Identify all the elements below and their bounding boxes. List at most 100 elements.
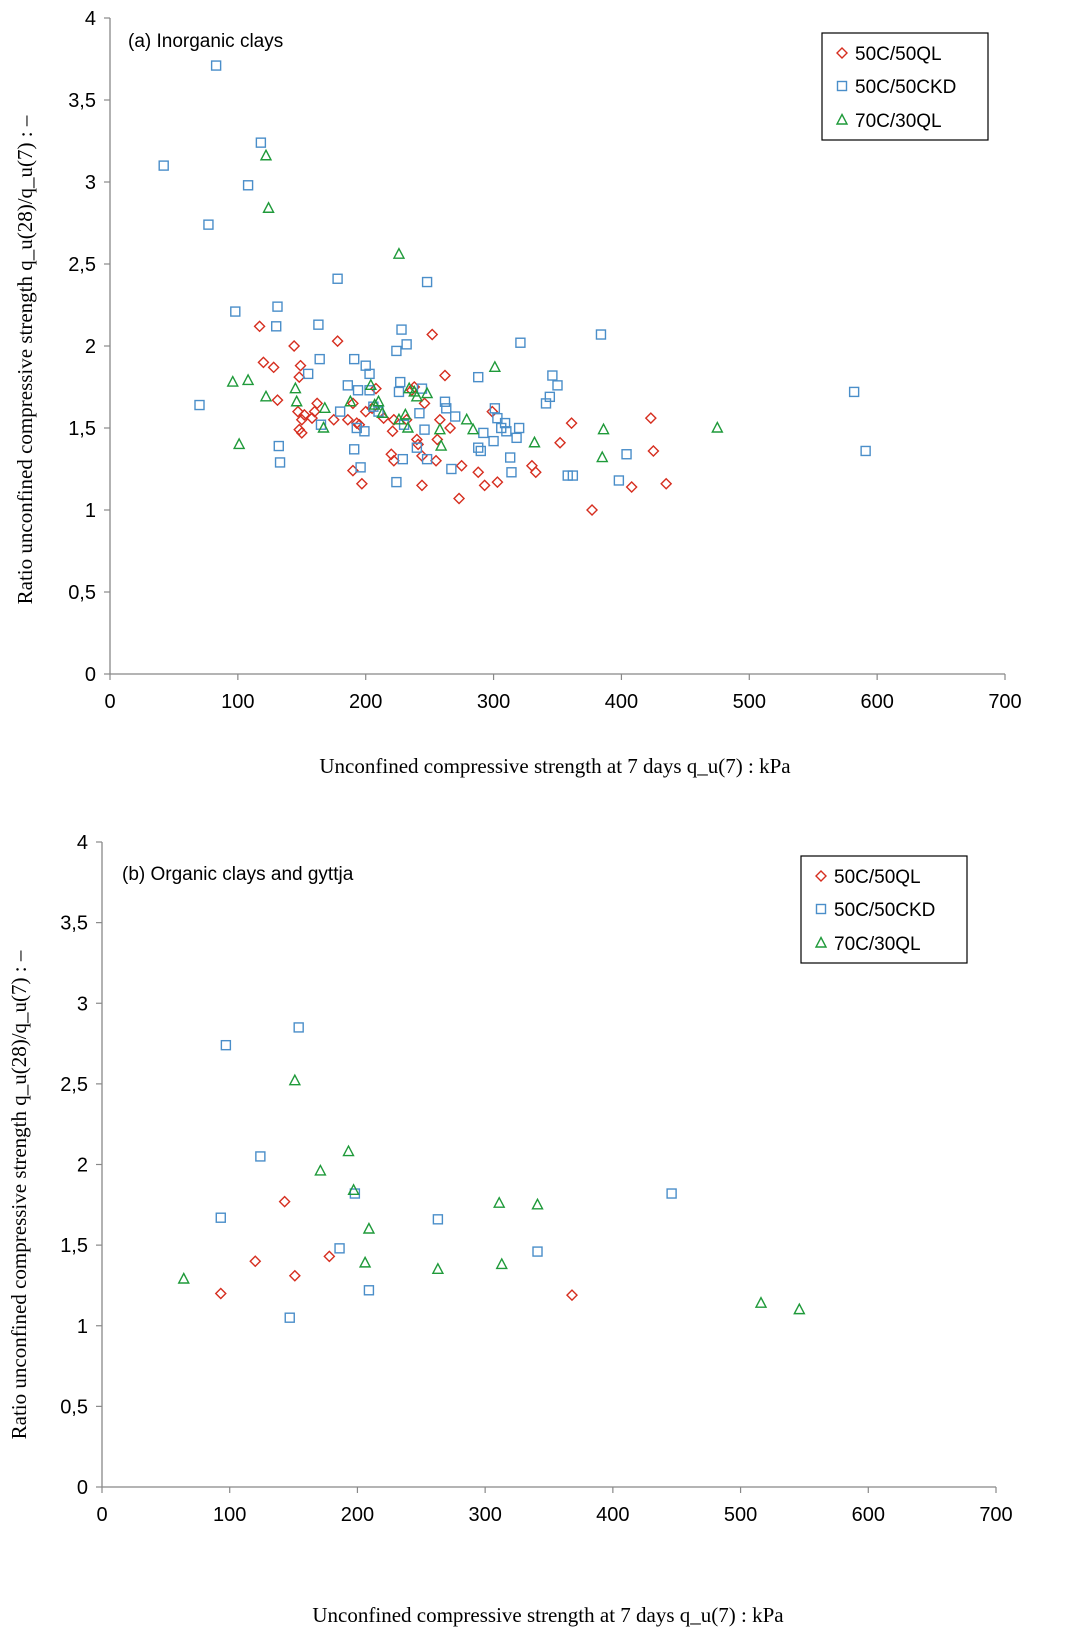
data-point <box>364 368 375 380</box>
data-point <box>318 401 331 414</box>
data-point <box>475 445 486 457</box>
data-point <box>647 444 660 457</box>
data-point <box>754 1296 768 1308</box>
data-point <box>434 439 448 451</box>
data-point <box>387 454 400 467</box>
data-point <box>230 306 241 317</box>
panel-title-a: (a) Inorganic clays <box>128 31 283 52</box>
data-point <box>232 437 246 450</box>
data-point <box>431 433 444 446</box>
data-points-b <box>177 1022 806 1323</box>
legend-label-70c-30ql: 70C/30QL <box>834 934 921 955</box>
data-point <box>203 219 214 230</box>
data-point <box>363 1285 375 1296</box>
data-point <box>214 1287 227 1300</box>
x-tick-labels-b: 0 100 200 300 400 500 600 700 <box>96 1504 1012 1526</box>
data-point <box>220 1039 232 1051</box>
data-point <box>478 427 489 439</box>
x-tick-label: 600 <box>860 691 893 713</box>
data-point <box>395 376 406 388</box>
data-point <box>291 405 304 418</box>
data-point <box>621 449 632 460</box>
data-point <box>342 380 354 391</box>
data-point <box>554 436 567 449</box>
data-point <box>613 475 625 486</box>
x-tick-label: 600 <box>852 1504 885 1526</box>
data-point <box>271 394 284 407</box>
axes-a <box>104 17 1006 680</box>
data-point <box>259 148 273 161</box>
data-point <box>358 1255 372 1268</box>
data-point <box>506 467 517 478</box>
legend-label-50c-50ql: 50C/50QL <box>855 44 942 65</box>
data-point <box>491 476 504 489</box>
data-point <box>253 320 266 333</box>
data-point <box>531 1197 544 1210</box>
data-point <box>478 479 491 492</box>
data-point <box>532 1246 543 1257</box>
data-point <box>308 405 321 418</box>
y-tick-label: 0 <box>85 664 96 686</box>
y-tick-label: 4 <box>85 8 96 30</box>
data-point <box>242 180 254 191</box>
x-tick-label: 400 <box>605 691 638 713</box>
data-point <box>359 426 370 437</box>
data-point <box>342 1144 355 1157</box>
data-point <box>528 435 541 448</box>
data-point <box>262 201 275 213</box>
data-point <box>347 1183 360 1196</box>
data-point <box>415 479 428 492</box>
data-point <box>210 60 222 71</box>
y-tick-label: 1 <box>77 1316 88 1338</box>
data-point <box>284 1312 295 1323</box>
data-point <box>596 450 609 463</box>
data-point <box>426 328 439 341</box>
data-point <box>453 492 466 505</box>
data-point <box>504 452 516 463</box>
data-point <box>314 353 325 365</box>
data-point <box>272 301 283 312</box>
data-point <box>249 1255 262 1268</box>
panel-title-b: (b) Organic clays and gyttja <box>122 864 354 885</box>
data-point <box>552 380 563 391</box>
legend-marker-70c-30ql <box>814 935 828 948</box>
y-tick-label: 0,5 <box>60 1396 88 1418</box>
data-point <box>332 273 343 284</box>
y-tick-label: 0,5 <box>68 582 96 604</box>
data-point <box>298 408 311 421</box>
data-point <box>349 353 360 365</box>
y-tick-labels-b: 0 0,5 1 1,5 2 2,5 3 3,5 4 <box>60 832 88 1499</box>
y-tick-labels-a: 0 0,5 1 1,5 2 2,5 3 3,5 4 <box>68 8 96 686</box>
y-tick-label: 1,5 <box>60 1235 88 1257</box>
data-point <box>288 1269 301 1282</box>
data-point <box>255 137 267 148</box>
data-point <box>410 389 424 402</box>
data-point <box>421 276 433 288</box>
data-point <box>331 335 344 348</box>
data-point <box>241 373 255 386</box>
data-point <box>364 378 377 391</box>
data-point <box>273 440 284 452</box>
data-point <box>433 422 447 435</box>
series-70c-30ql <box>177 1073 806 1315</box>
data-point <box>547 370 558 381</box>
x-tick-label: 0 <box>96 1504 107 1526</box>
y-tick-label: 3,5 <box>60 913 88 935</box>
y-axis-title-a: Ratio unconfined compressive strength q_… <box>13 115 37 604</box>
x-tick-label: 100 <box>221 691 254 713</box>
data-point <box>644 412 657 425</box>
data-points-a <box>158 60 871 516</box>
y-axis-title-b: Ratio unconfined compressive strength q_… <box>7 950 31 1439</box>
series-50c-50ckd <box>215 1022 677 1323</box>
legend-label-70c-30ql: 70C/30QL <box>855 111 942 132</box>
data-point <box>257 356 270 369</box>
legend-label-50c-50ckd: 50C/50CKD <box>855 77 956 98</box>
data-point <box>364 385 375 396</box>
legend-label-50c-50ckd: 50C/50CKD <box>834 900 935 921</box>
data-point <box>711 420 724 433</box>
data-point <box>455 459 468 472</box>
data-point <box>529 466 542 479</box>
data-point <box>438 369 451 382</box>
data-point <box>311 397 324 410</box>
series-70c-30ql <box>226 148 724 463</box>
